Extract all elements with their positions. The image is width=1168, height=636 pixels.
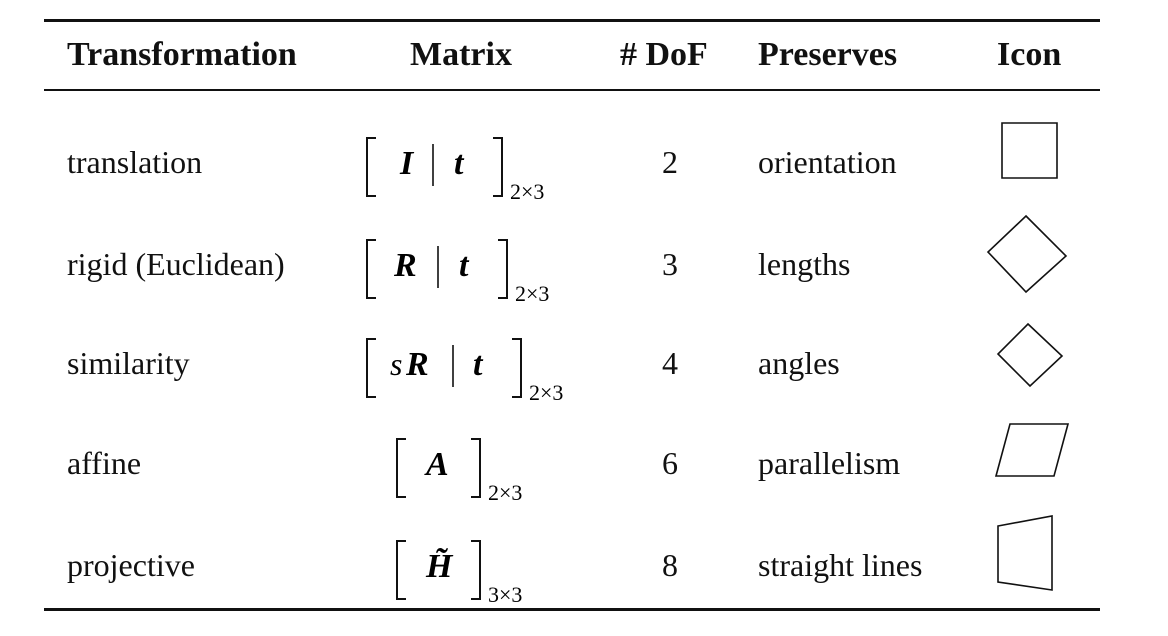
row-affine-dof: 6 <box>662 445 678 481</box>
row-similarity-name: similarity <box>67 345 190 381</box>
row-similarity-dof: 4 <box>662 345 678 381</box>
bottom-rule <box>44 608 1100 611</box>
matrix-subscript: 3×3 <box>488 582 522 607</box>
parallelogram-icon <box>990 416 1080 486</box>
matrix-subscript: 2×3 <box>510 179 544 204</box>
row-projective-name: projective <box>67 547 195 583</box>
row-rigid-preserves: lengths <box>758 246 851 282</box>
row-rigid-dof: 3 <box>662 246 678 282</box>
row-similarity-preserves: angles <box>758 345 840 381</box>
top-rule <box>44 19 1100 22</box>
row-projective-dof: 8 <box>662 547 678 583</box>
matrix-subscript: 2×3 <box>515 281 549 306</box>
row-rigid-name: rigid (Euclidean) <box>67 246 285 282</box>
matrix-main: R <box>405 346 429 383</box>
row-affine-preserves: parallelism <box>758 445 901 481</box>
row-rigid-matrix: R t 2×3 <box>362 232 572 312</box>
row-affine-matrix: A 2×3 <box>392 431 562 511</box>
matrix-scalar: s <box>390 346 402 382</box>
header-preserves: Preserves <box>758 36 898 73</box>
row-similarity-matrix: s R t 2×3 <box>362 331 582 411</box>
matrix-main: I <box>399 145 415 182</box>
matrix-subscript: 2×3 <box>488 480 522 505</box>
row-translation-preserves: orientation <box>758 144 897 180</box>
rotated-square-icon <box>982 210 1072 300</box>
matrix-main: H̃ <box>425 548 454 585</box>
row-projective-preserves: straight lines <box>758 547 923 583</box>
matrix-extra: t <box>454 145 465 182</box>
matrix-main: A <box>424 446 449 483</box>
row-translation-dof: 2 <box>662 144 678 180</box>
square-icon <box>990 115 1070 195</box>
header-dof: # DoF <box>620 36 708 73</box>
matrix-extra: t <box>459 247 470 284</box>
matrix-main: R <box>393 247 417 284</box>
row-affine-name: affine <box>67 445 142 481</box>
header-rule <box>44 89 1100 91</box>
header-icon: Icon <box>997 36 1062 73</box>
quadrilateral-icon <box>992 510 1072 600</box>
row-projective-matrix: H̃ 3×3 <box>392 533 562 613</box>
matrix-extra: t <box>473 346 484 383</box>
row-translation-name: translation <box>67 144 203 180</box>
header-transformation: Transformation <box>67 36 297 73</box>
row-translation-matrix: I t 2×3 <box>362 130 572 210</box>
matrix-subscript: 2×3 <box>529 380 563 405</box>
small-rotated-square-icon <box>992 318 1072 398</box>
header-matrix: Matrix <box>410 36 512 73</box>
